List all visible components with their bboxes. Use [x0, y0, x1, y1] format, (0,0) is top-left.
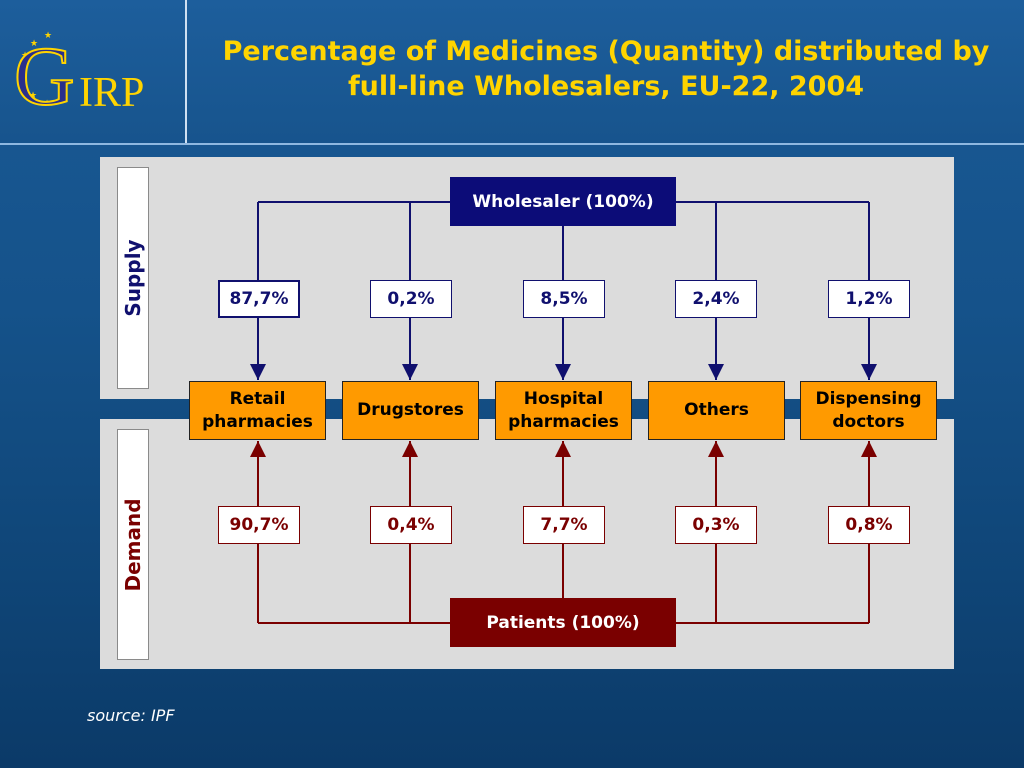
destination-label-line-2: doctors: [832, 411, 905, 432]
destination-dispensing-doctors: Dispensing doctors: [800, 381, 937, 440]
destination-label-line-1: Retail: [229, 388, 286, 409]
supply-share-retail-pharmacies: 87,7%: [218, 280, 300, 318]
destination-label-line-2: pharmacies: [508, 411, 619, 432]
svg-text:★: ★: [44, 31, 52, 41]
demand-share-drugstores: 0,4%: [370, 506, 452, 544]
supply-share-dispensing-doctors: 1,2%: [828, 280, 910, 318]
svg-text:★: ★: [21, 51, 29, 61]
wholesaler-node: Wholesaler (100%): [450, 177, 676, 226]
destination-others: Others: [648, 381, 785, 440]
demand-section-label: Demand: [117, 429, 149, 660]
destination-label-line-1: Drugstores: [357, 400, 464, 420]
slide-title: Percentage of Medicines (Quantity) distr…: [192, 34, 1020, 104]
svg-text:★: ★: [20, 79, 28, 89]
title-line-1: Percentage of Medicines (Quantity) distr…: [222, 36, 990, 67]
slide-header: ★ ★ ★ ★ ★ ★ ★ G IRP Percentage of Medici…: [0, 0, 1024, 145]
eu-stars-icon: ★ ★ ★ ★ ★ ★ ★: [17, 31, 52, 109]
supply-section-label: Supply: [117, 167, 149, 389]
header-divider: [185, 0, 187, 143]
supply-share-hospital-pharmacies: 8,5%: [523, 280, 605, 318]
demand-share-others: 0,3%: [675, 506, 757, 544]
destination-label-line-1: Others: [684, 400, 749, 420]
svg-text:G: G: [14, 30, 75, 123]
destination-drugstores: Drugstores: [342, 381, 479, 440]
svg-text:★: ★: [30, 39, 38, 49]
supply-share-others: 2,4%: [675, 280, 757, 318]
svg-text:★: ★: [17, 65, 25, 75]
supply-share-drugstores: 0,2%: [370, 280, 452, 318]
destination-label-line-1: Hospital: [523, 388, 604, 409]
svg-text:★: ★: [43, 99, 51, 109]
demand-share-retail-pharmacies: 90,7%: [218, 506, 300, 544]
svg-text:IRP: IRP: [79, 70, 144, 116]
source-note: source: IPF: [87, 706, 175, 725]
destination-retail-pharmacies: Retail pharmacies: [189, 381, 326, 440]
girp-logo: ★ ★ ★ ★ ★ ★ ★ G IRP: [0, 0, 186, 143]
demand-share-hospital-pharmacies: 7,7%: [523, 506, 605, 544]
demand-share-dispensing-doctors: 0,8%: [828, 506, 910, 544]
destination-label-line-2: pharmacies: [202, 411, 313, 432]
svg-text:★: ★: [29, 91, 37, 101]
title-line-2: full-line Wholesalers, EU-22, 2004: [347, 71, 865, 102]
destination-hospital-pharmacies: Hospital pharmacies: [495, 381, 632, 440]
destination-label-line-1: Dispensing: [815, 388, 922, 409]
patients-node: Patients (100%): [450, 598, 676, 647]
